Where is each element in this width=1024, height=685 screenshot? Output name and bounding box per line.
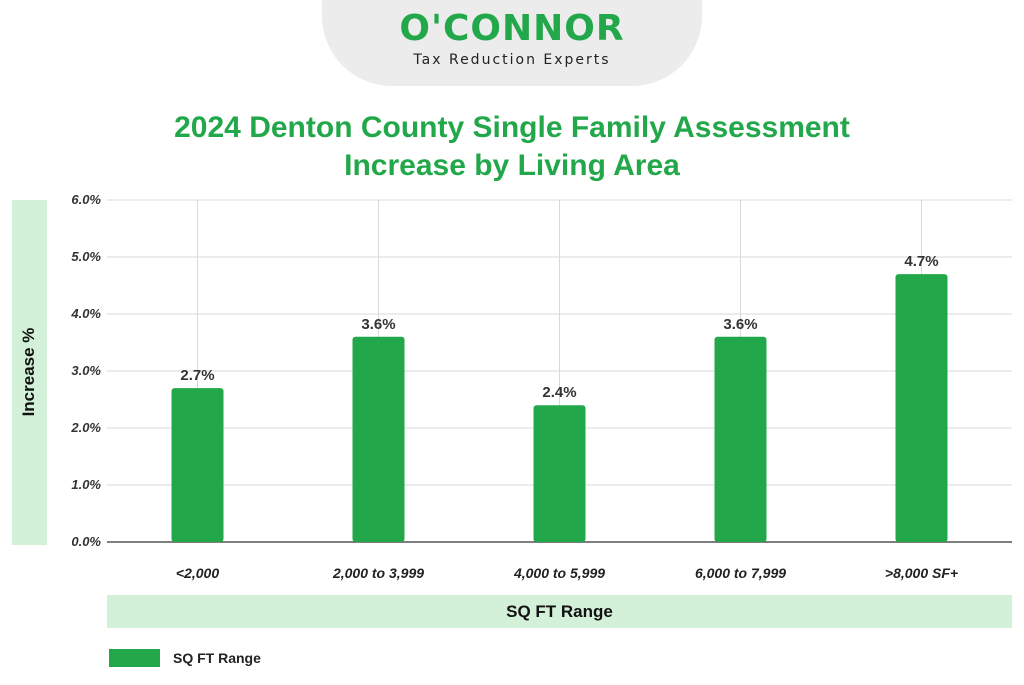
bar xyxy=(714,336,767,542)
x-tick-label: 4,000 to 5,999 xyxy=(513,565,605,581)
y-axis-label-band xyxy=(12,200,47,545)
y-tick-label: 0.0% xyxy=(71,534,101,549)
brand-tagline: Tax Reduction Experts xyxy=(413,52,611,68)
bar xyxy=(352,336,405,542)
bar xyxy=(895,274,948,542)
x-axis-label: SQ FT Range xyxy=(506,602,613,621)
data-label: 2.4% xyxy=(542,384,576,401)
x-tick-label: <2,000 xyxy=(176,565,219,581)
brand-logo: O'CONNOR xyxy=(399,8,625,49)
legend-label: SQ FT Range xyxy=(173,650,261,666)
data-label: 4.7% xyxy=(904,253,938,270)
x-axis-label-band: SQ FT Range xyxy=(107,595,1012,628)
y-tick-label: 2.0% xyxy=(70,420,101,435)
x-tick-label: 2,000 to 3,999 xyxy=(332,565,424,581)
bar xyxy=(533,405,586,542)
chart-title: 2024 Denton County Single Family Assessm… xyxy=(174,111,850,182)
data-label: 2.7% xyxy=(180,367,214,384)
y-tick-label: 5.0% xyxy=(71,249,101,264)
legend-swatch xyxy=(109,649,160,667)
y-tick-label: 3.0% xyxy=(71,363,101,378)
y-tick-label: 1.0% xyxy=(71,477,101,492)
data-label: 3.6% xyxy=(361,316,395,333)
y-tick-label: 4.0% xyxy=(70,306,101,321)
data-label: 3.6% xyxy=(723,316,757,333)
x-tick-label: 6,000 to 7,999 xyxy=(695,565,786,581)
bar xyxy=(171,388,224,542)
logo-banner: O'CONNOR Tax Reduction Experts xyxy=(322,0,702,86)
x-tick-label: >8,000 SF+ xyxy=(885,565,958,581)
y-tick-label: 6.0% xyxy=(71,192,101,207)
